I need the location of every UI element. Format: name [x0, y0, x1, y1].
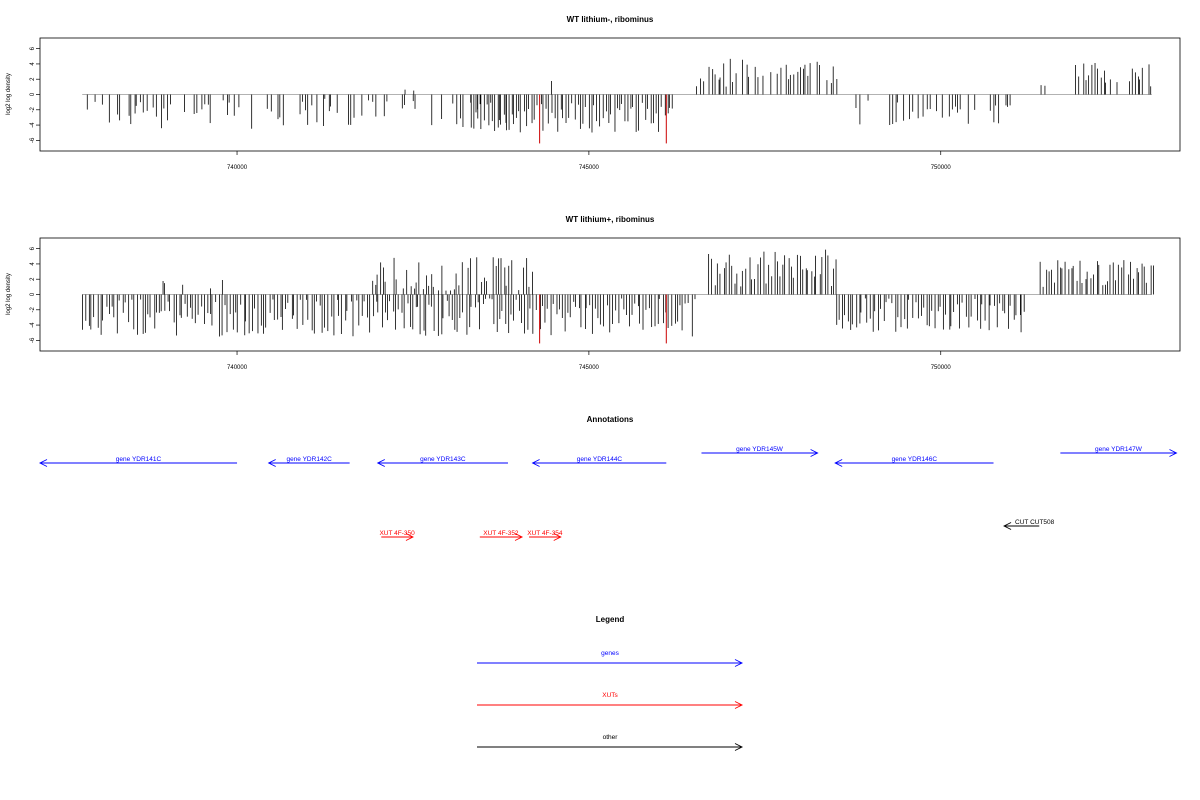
- gene-arrow: [1060, 449, 1178, 457]
- other-arrow: [1003, 522, 1040, 530]
- gene-label: gene YDR142C: [286, 456, 332, 463]
- y-tick-label: -4: [30, 322, 36, 328]
- gene-features: gene YDR141C gene YDR142C gene YDR143C gene…: [38, 446, 1178, 467]
- panel-lithium-plus: WT lithium+, ribominus log2 log density …: [6, 215, 1181, 371]
- x-axis: 740000 745000 750000: [227, 151, 951, 171]
- y-axis-label: log2 log density: [6, 73, 12, 115]
- legend: Legend genes XUTs other: [477, 615, 744, 751]
- xut-label: XUT 4F-354: [527, 530, 563, 537]
- y-tick-label: 2: [30, 277, 36, 281]
- gene-label: gene YDR147W: [1095, 446, 1143, 453]
- legend-other-label: other: [603, 734, 619, 741]
- y-axis: -6 -4 -2 0 2 4 6: [30, 46, 40, 143]
- x-tick-label: 745000: [579, 165, 600, 171]
- x-tick-label: 745000: [579, 365, 600, 371]
- legend-gene-arrow: [477, 659, 744, 667]
- legend-title: Legend: [596, 615, 625, 624]
- y-tick-label: -6: [30, 137, 36, 143]
- y-tick-label: -6: [30, 337, 36, 343]
- panel-title: WT lithium+, ribominus: [566, 215, 655, 224]
- y-tick-label: -4: [30, 122, 36, 128]
- xut-label: XUT 4F-350: [379, 530, 415, 537]
- gene-arrow: [531, 459, 667, 467]
- other-label: CUT CUT508: [1015, 519, 1055, 526]
- gene-label: gene YDR144C: [577, 456, 623, 463]
- annotations-title: Annotations: [587, 415, 634, 424]
- legend-other-arrow: [477, 743, 744, 751]
- x-tick-label: 750000: [931, 365, 952, 371]
- y-tick-label: 6: [30, 46, 36, 50]
- gene-label: gene YDR145W: [736, 446, 784, 453]
- xut-arrow: [529, 533, 562, 541]
- y-tick-label: 4: [30, 262, 36, 266]
- y-tick-label: 0: [30, 92, 36, 96]
- y-tick-label: 0: [30, 292, 36, 296]
- legend-gene-label: genes: [601, 650, 619, 657]
- xut-features: XUT 4F-350 XUT 4F-352 XUT 4F-354: [379, 530, 563, 541]
- gene-arrow: [376, 459, 508, 467]
- gene-arrow: [701, 449, 819, 457]
- gene-arrow: [38, 459, 238, 467]
- x-axis: 740000 745000 750000: [227, 351, 951, 371]
- legend-xut-arrow: [477, 701, 744, 709]
- gene-arrow: [267, 459, 350, 467]
- y-tick-label: 2: [30, 77, 36, 81]
- other-features: CUT CUT508: [1003, 519, 1055, 530]
- annotations-track: Annotations gene YDR141C gene YDR142C gene…: [38, 415, 1178, 541]
- gene-label: gene YDR146C: [892, 456, 938, 463]
- y-tick-label: -2: [30, 106, 36, 112]
- xut-label: XUT 4F-352: [483, 530, 519, 537]
- x-tick-label: 750000: [931, 165, 952, 171]
- highlight-bars: [539, 94, 667, 144]
- gene-label: gene YDR141C: [116, 456, 162, 463]
- highlight-bars: [539, 294, 667, 344]
- density-bars: [82, 249, 1154, 337]
- xut-arrow: [479, 533, 524, 541]
- y-tick-label: 6: [30, 246, 36, 250]
- y-tick-label: -2: [30, 306, 36, 312]
- panel-lithium-minus: WT lithium-, ribominus log2 log density …: [6, 15, 1181, 171]
- xut-arrow: [381, 533, 414, 541]
- gene-arrow: [834, 459, 994, 467]
- y-axis: -6 -4 -2 0 2 4 6: [30, 246, 40, 343]
- gene-label: gene YDR143C: [420, 456, 466, 463]
- legend-items: genes XUTs other: [477, 650, 744, 751]
- x-tick-label: 740000: [227, 165, 248, 171]
- x-tick-label: 740000: [227, 365, 248, 371]
- density-bars: [86, 58, 1152, 133]
- y-tick-label: 4: [30, 62, 36, 66]
- legend-xut-label: XUTs: [602, 692, 618, 699]
- y-axis-label: log2 log density: [6, 273, 12, 315]
- panel-title: WT lithium-, ribominus: [567, 15, 654, 24]
